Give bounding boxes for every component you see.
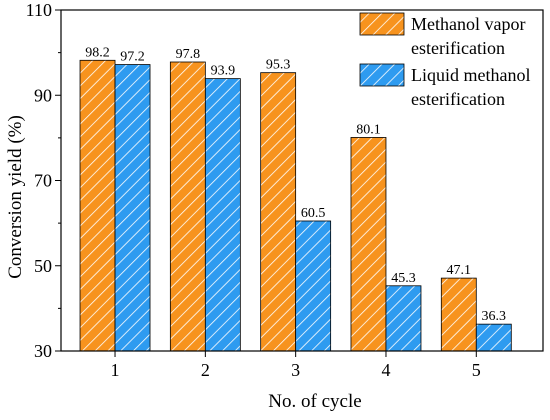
bar-series2-cycle-1 [114,64,151,352]
y-tick-label-90: 90 [34,85,52,105]
legend: Methanol vapor esterification Liquid met… [359,12,530,109]
value-label-series1-cycle-4: 80.1 [356,122,381,137]
y-tick-label-30: 30 [34,341,52,361]
bar-series1-cycle-3 [260,72,297,352]
y-tick-label-70: 70 [34,171,52,191]
bar-series2-cycle-3 [295,220,332,352]
bar-series2-cycle-5 [475,323,512,352]
value-label-series1-cycle-5: 47.1 [447,263,472,278]
legend-swatch-liquid-methanol [359,63,405,87]
bar-series1-cycle-4 [350,137,387,352]
legend-swatch-methanol-vapor [359,12,405,36]
value-label-series2-cycle-4: 45.3 [391,271,416,286]
value-label-series1-cycle-1: 98.2 [85,45,110,60]
plot-frame [60,9,544,352]
x-tick-label-5: 5 [472,360,481,380]
legend-label-methanol-vapor-line2: esterification [411,38,505,58]
value-label-series2-cycle-3: 60.5 [301,206,326,221]
value-labels-layer: 98.2 97.2 97.8 93.9 95.3 60.5 80.1 45.3 47.1 36.3 [85,45,506,324]
bar-series2-cycle-2 [204,78,241,352]
y-axis-title: Conversion yield (%) [5,115,26,279]
legend-label-methanol-vapor-line1: Methanol vapor [411,14,525,34]
bar-series1-cycle-2 [169,61,206,352]
legend-label-liquid-methanol-line1: Liquid methanol [411,65,530,85]
x-tick-label-1: 1 [111,360,120,380]
bar-series2-cycle-4 [385,285,422,352]
x-tick-label-4: 4 [381,360,390,380]
y-tick-label-110: 110 [26,0,52,20]
value-label-series2-cycle-2: 93.9 [211,64,236,79]
axes-layer: 1 2 3 4 5 30 50 70 90 110 [26,0,544,380]
x-tick-label-3: 3 [291,360,300,380]
value-label-series2-cycle-5: 36.3 [482,309,507,324]
bar-series1-cycle-5 [440,277,477,352]
legend-label-liquid-methanol-line2: esterification [411,89,505,109]
value-label-series2-cycle-1: 97.2 [120,50,145,65]
x-tick-label-2: 2 [201,360,210,380]
bar-series1-cycle-1 [79,59,116,352]
value-label-series1-cycle-2: 97.8 [176,47,201,62]
bars-layer [79,59,512,352]
y-tick-label-50: 50 [34,256,52,276]
x-axis-title: No. of cycle [268,391,361,412]
value-label-series1-cycle-3: 95.3 [266,58,291,73]
